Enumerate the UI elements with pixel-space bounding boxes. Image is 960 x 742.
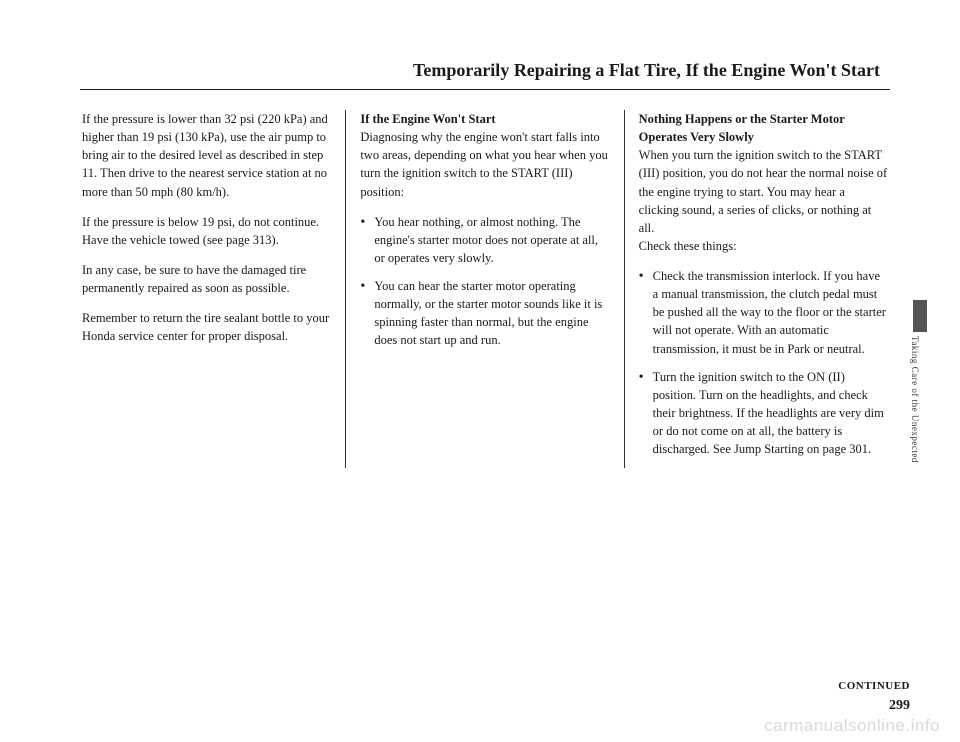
c3-p1: When you turn the ignition switch to the… [639, 146, 888, 237]
c1-p1: If the pressure is lower than 32 psi (22… [82, 110, 331, 201]
c2-list: You hear nothing, or almost nothing. The… [360, 213, 609, 350]
c2-heading: If the Engine Won't Start [360, 110, 609, 128]
side-tab: Taking Care of the Unexpected [910, 300, 930, 450]
c1-p3: In any case, be sure to have the damaged… [82, 261, 331, 297]
c1-p2: If the pressure is below 19 psi, do not … [82, 213, 331, 249]
c2-li2: You can hear the starter motor operating… [360, 277, 609, 350]
c3-list: Check the transmission interlock. If you… [639, 267, 888, 458]
side-tab-text: Taking Care of the Unexpected [910, 336, 920, 463]
c1-p4: Remember to return the tire sealant bott… [82, 309, 331, 345]
c2-li1: You hear nothing, or almost nothing. The… [360, 213, 609, 267]
column-3: Nothing Happens or the Starter Motor Ope… [625, 110, 890, 468]
continued-label: CONTINUED [838, 680, 910, 692]
watermark: carmanualsonline.info [764, 716, 940, 736]
c3-p2: Check these things: [639, 237, 888, 255]
column-2: If the Engine Won't Start Diagnosing why… [346, 110, 624, 468]
title-area: Temporarily Repairing a Flat Tire, If th… [80, 60, 890, 81]
column-1: If the pressure is lower than 32 psi (22… [80, 110, 346, 468]
c2-p1: Diagnosing why the engine won't start fa… [360, 128, 609, 201]
c3-li2: Turn the ignition switch to the ON (II) … [639, 368, 888, 459]
columns: If the pressure is lower than 32 psi (22… [80, 110, 890, 468]
c3-li1: Check the transmission interlock. If you… [639, 267, 888, 358]
page-number: 299 [889, 698, 910, 714]
side-tab-marker [913, 300, 927, 332]
page-title: Temporarily Repairing a Flat Tire, If th… [80, 60, 880, 81]
manual-page: Temporarily Repairing a Flat Tire, If th… [80, 60, 890, 680]
c3-heading: Nothing Happens or the Starter Motor Ope… [639, 110, 888, 146]
title-rule [80, 89, 890, 90]
